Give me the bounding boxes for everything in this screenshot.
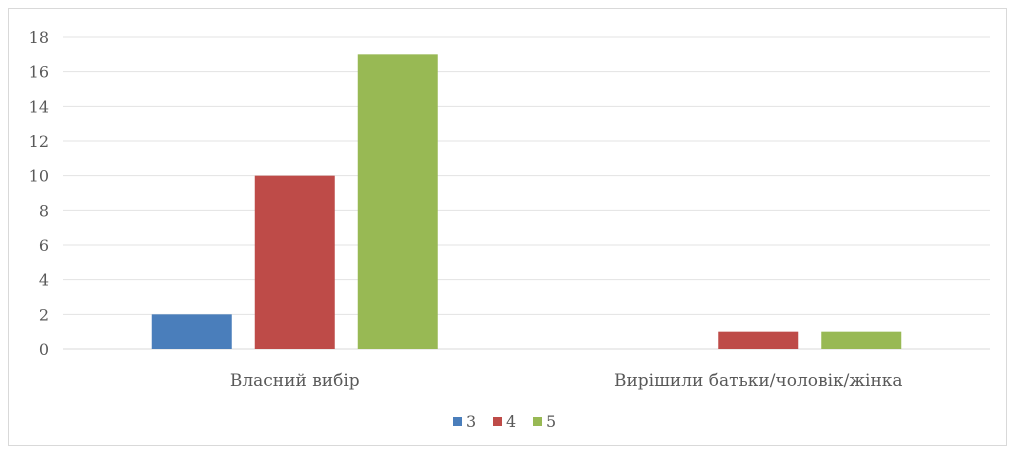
- y-tick-label: 16: [29, 63, 49, 82]
- y-axis-ticks: 0 2 4 6 8 10 12 14 16 18: [29, 28, 49, 359]
- legend-swatch: [533, 417, 542, 426]
- x-axis-categories: Власний вибір Вирішили батьки/чоловік/жін…: [230, 371, 903, 391]
- bars: [151, 54, 902, 349]
- chart-frame: [8, 8, 1007, 446]
- bar-3-0: [151, 314, 232, 349]
- bar-4-1: [718, 331, 799, 349]
- bar-4-0: [254, 175, 335, 349]
- legend: 3 4 5: [453, 412, 556, 431]
- legend-swatch: [453, 417, 462, 426]
- y-tick-label: 12: [29, 132, 49, 151]
- category-label: Вирішили батьки/чоловік/жінка: [614, 371, 903, 391]
- y-tick-label: 2: [39, 305, 49, 324]
- legend-label: 4: [506, 412, 516, 431]
- y-tick-label: 6: [39, 236, 49, 255]
- y-tick-label: 0: [39, 340, 49, 359]
- bar-5-1: [821, 331, 902, 349]
- category-label: Власний вибір: [230, 371, 360, 391]
- y-tick-label: 18: [29, 28, 49, 47]
- legend-swatch: [493, 417, 502, 426]
- bar-5-0: [357, 54, 438, 349]
- legend-label: 3: [466, 412, 476, 431]
- y-tick-label: 10: [29, 167, 49, 186]
- legend-label: 5: [546, 412, 556, 431]
- y-tick-label: 14: [29, 97, 49, 116]
- y-tick-label: 8: [39, 201, 49, 220]
- y-tick-label: 4: [39, 271, 49, 290]
- gridlines: [63, 36, 990, 350]
